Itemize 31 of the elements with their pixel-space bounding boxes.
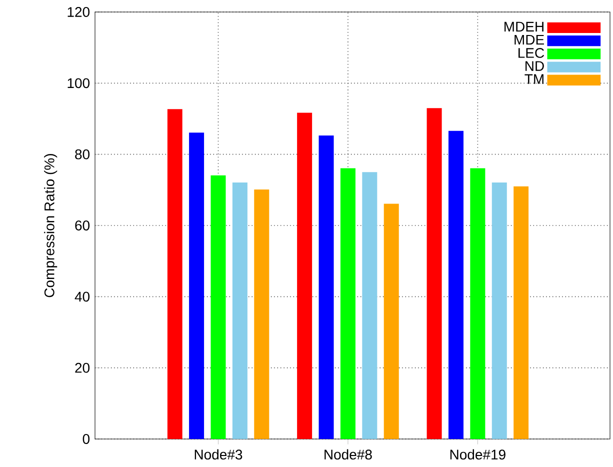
y-tick-label: 120 bbox=[68, 7, 90, 17]
y-tick-label: 80 bbox=[75, 149, 90, 160]
bar bbox=[470, 168, 486, 439]
bar bbox=[232, 182, 248, 439]
bar bbox=[167, 109, 182, 439]
bar bbox=[318, 135, 334, 439]
legend-label: MDEH bbox=[504, 22, 544, 32]
bar bbox=[189, 132, 204, 439]
legend-label: ND bbox=[526, 61, 544, 71]
bar bbox=[297, 112, 312, 439]
x-tick-label: Node#8 bbox=[324, 449, 372, 460]
bar bbox=[254, 190, 270, 439]
y-axis-title: Compression Ratio (%) bbox=[44, 154, 58, 298]
bar bbox=[426, 108, 442, 439]
y-tick-label: 40 bbox=[74, 292, 90, 302]
legend-label: MDE bbox=[514, 34, 544, 45]
bar bbox=[210, 175, 226, 439]
legend-label: TM bbox=[524, 74, 544, 84]
legend-label: LEC bbox=[518, 48, 544, 58]
bar bbox=[340, 168, 356, 439]
bar bbox=[448, 130, 464, 439]
bar bbox=[362, 172, 378, 439]
y-tick-label: 20 bbox=[75, 362, 90, 373]
bar bbox=[492, 182, 507, 439]
bar bbox=[514, 186, 529, 439]
y-tick-label: 100 bbox=[68, 78, 90, 88]
x-tick-label: Node#3 bbox=[194, 449, 242, 460]
y-tick-label: 0 bbox=[82, 434, 90, 444]
x-tick-label: Node#19 bbox=[450, 449, 506, 460]
y-tick-label: 60 bbox=[75, 220, 90, 230]
bar bbox=[384, 204, 399, 439]
